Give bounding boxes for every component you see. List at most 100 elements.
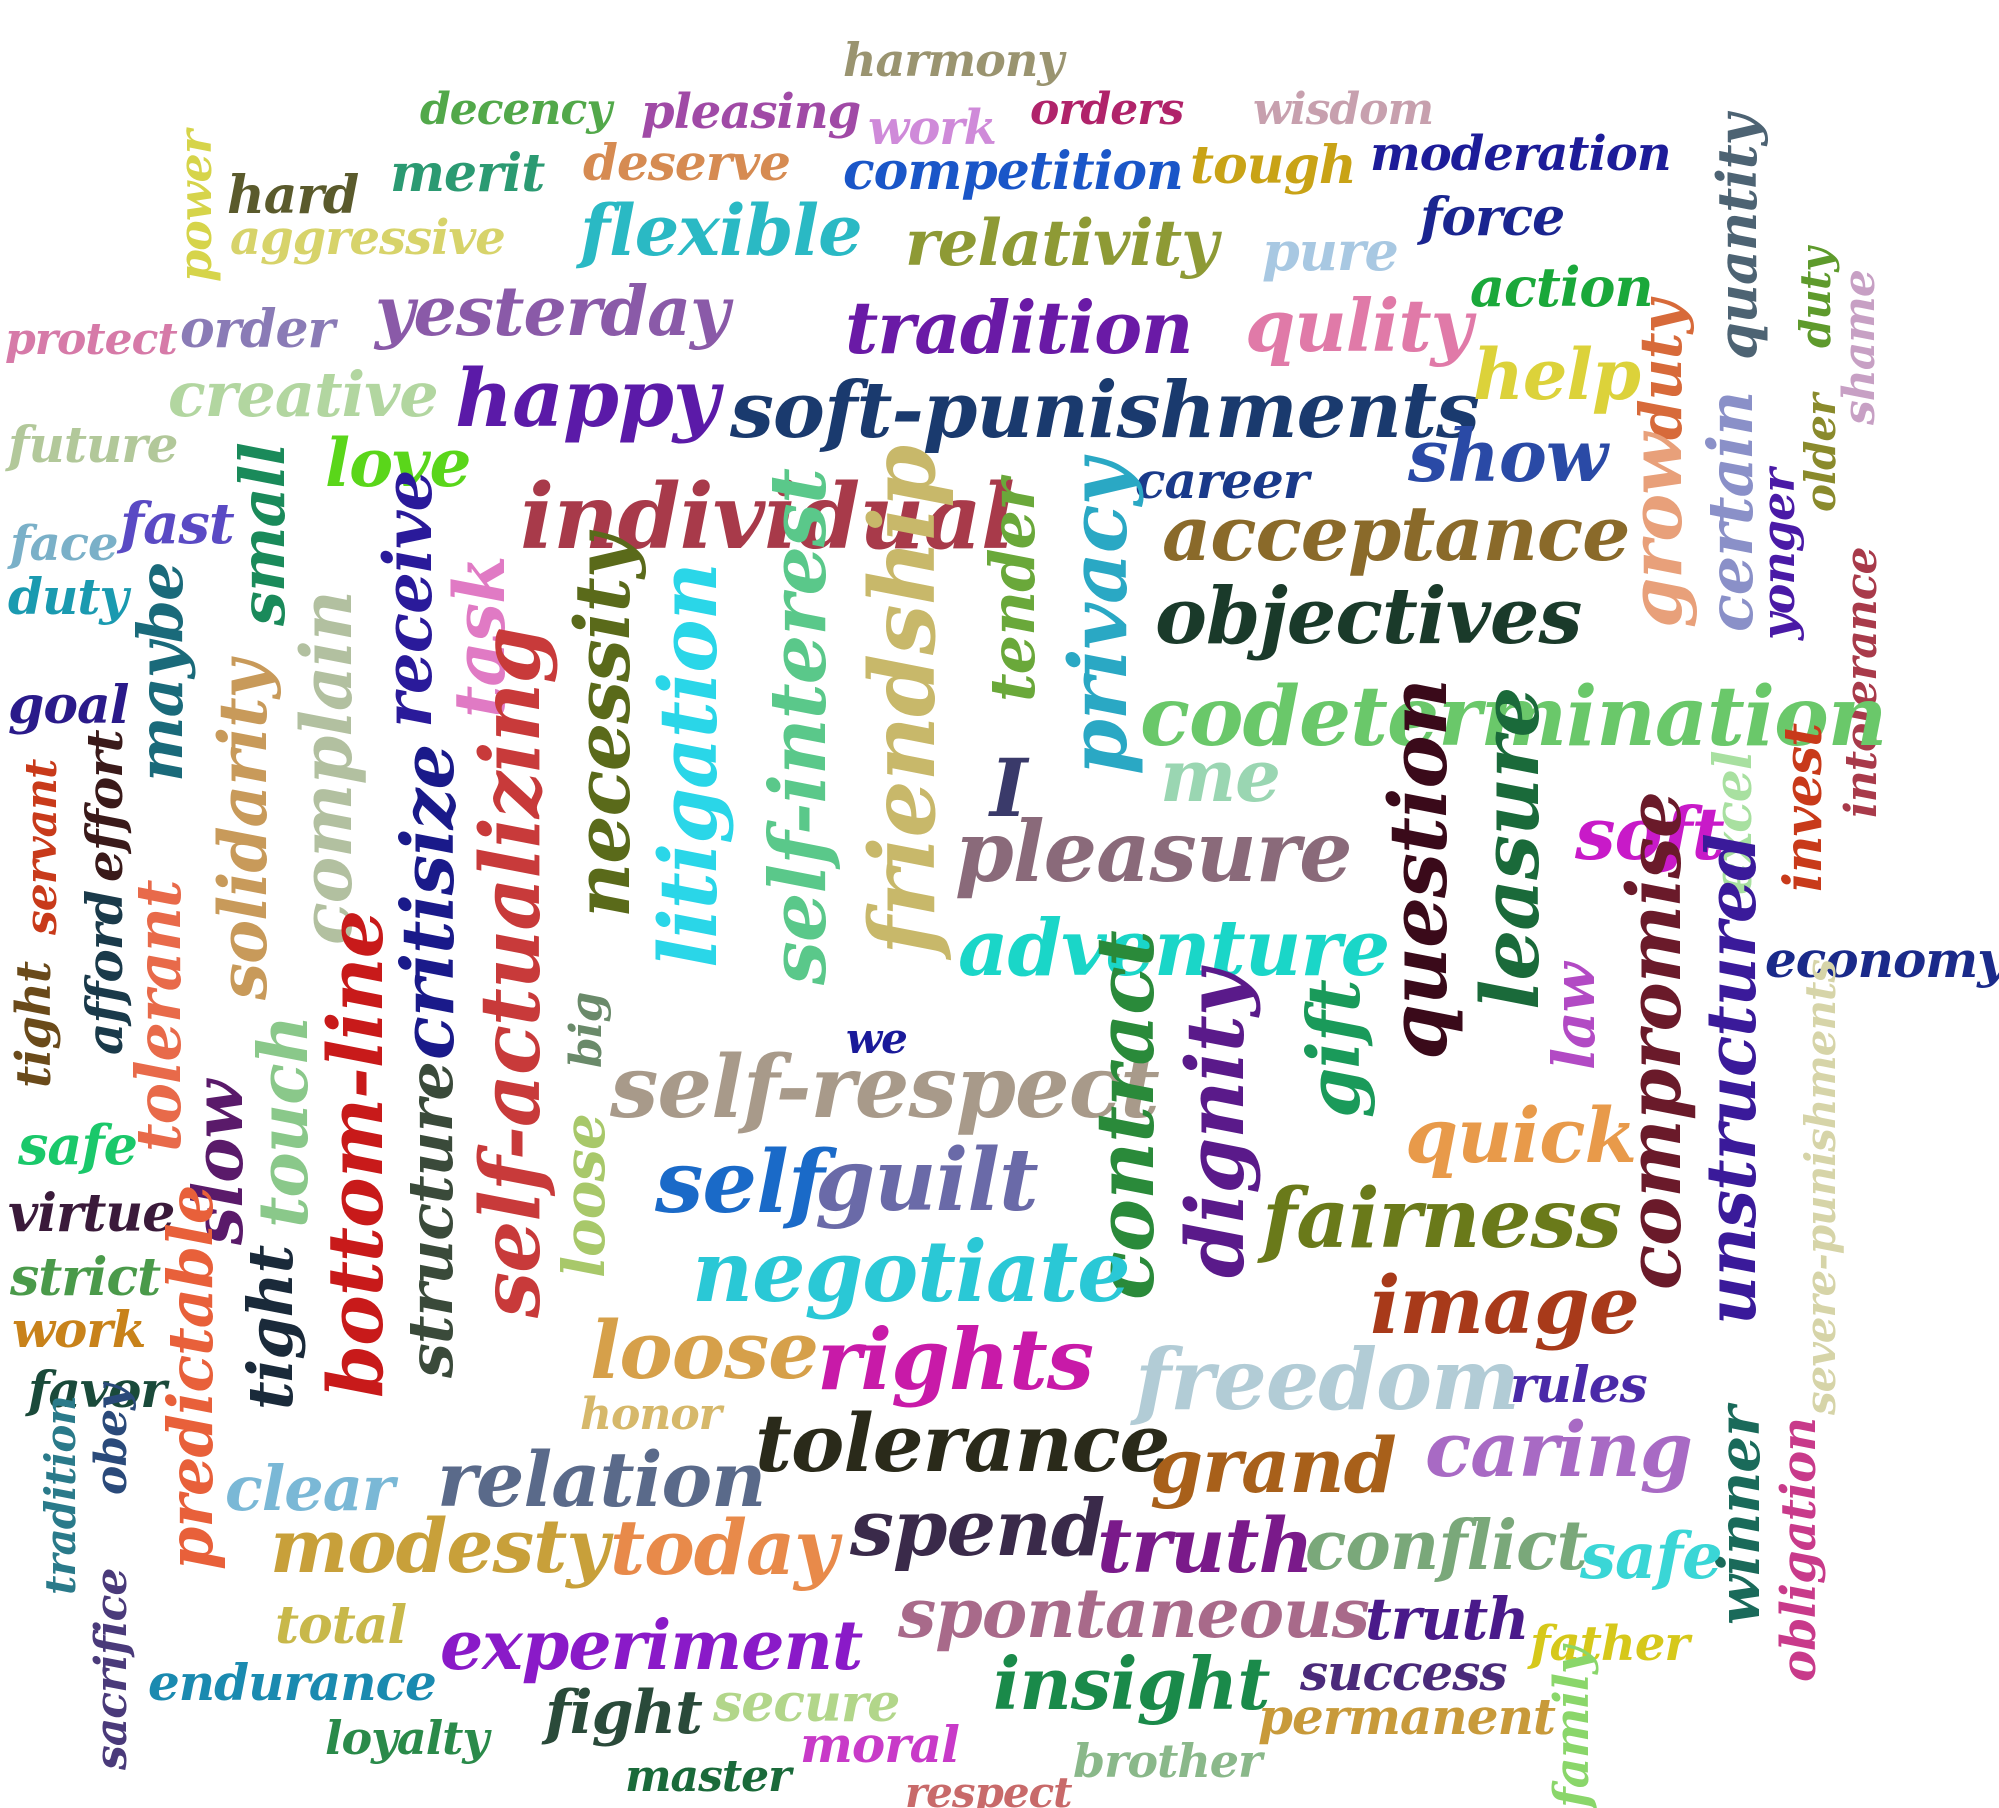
- word-law: law: [1540, 963, 1608, 1070]
- word-complain: complain: [285, 591, 368, 945]
- word-loose: loose: [590, 1303, 819, 1397]
- word-protect: protect: [5, 314, 178, 365]
- word-endurance: endurance: [148, 1653, 437, 1712]
- word-today: today: [610, 1503, 838, 1592]
- word-success: success: [1300, 1643, 1508, 1702]
- word-force: force: [1420, 187, 1565, 248]
- word-question: question: [1371, 679, 1465, 1060]
- word-help: help: [1473, 333, 1641, 416]
- word-caring: caring: [1425, 1405, 1693, 1494]
- word-deserve: deserve: [583, 133, 791, 192]
- word-adventure: adventure: [958, 903, 1390, 994]
- word-permanent: permanent: [1258, 1687, 1556, 1746]
- word-self-interest: self-interest: [753, 469, 844, 985]
- word-truth-big: truth: [1097, 1501, 1314, 1590]
- word-tradition-left: tradition: [36, 1396, 85, 1595]
- word-family: family: [1544, 1647, 1600, 1808]
- word-insight: insight: [993, 1641, 1271, 1726]
- word-i: I: [990, 741, 1027, 835]
- word-future: future: [8, 415, 178, 474]
- word-loose-vertical: loose: [550, 1114, 618, 1278]
- word-decency: decency: [420, 84, 612, 135]
- word-qulity: qulity: [1245, 283, 1472, 368]
- word-career: career: [1135, 451, 1309, 510]
- word-rights: rights: [817, 1310, 1094, 1409]
- word-tender: tender: [976, 479, 1049, 702]
- word-tough: tough: [1190, 135, 1357, 196]
- word-quick: quick: [1405, 1091, 1637, 1180]
- word-pleasure: pleasure: [955, 802, 1353, 901]
- word-action: action: [1470, 255, 1654, 319]
- word-bottom-line: bottom-line: [311, 910, 400, 1398]
- word-fairness: fairness: [1262, 1171, 1622, 1267]
- word-friendship: friendship: [850, 445, 956, 955]
- word-relation: relation: [437, 1435, 766, 1524]
- word-me: me: [1160, 733, 1281, 818]
- word-safe-left: safe: [18, 1113, 138, 1177]
- word-relativity: relativity: [905, 206, 1218, 281]
- word-moral: moral: [800, 1715, 960, 1774]
- word-predictable: predictable: [154, 1185, 227, 1570]
- word-father: father: [1530, 1616, 1690, 1672]
- word-grand: grand: [1150, 1421, 1397, 1510]
- word-master: master: [625, 1751, 791, 1802]
- word-litigation: litigation: [641, 563, 735, 968]
- word-codetermination: codetermination: [1140, 669, 1887, 765]
- word-merit: merit: [390, 143, 545, 204]
- word-we: we: [846, 1014, 908, 1063]
- word-pure: pure: [1262, 219, 1399, 283]
- word-negotiate: negotiate: [692, 1222, 1131, 1321]
- word-compromise: compromise: [1612, 792, 1698, 1290]
- word-goal: goal: [8, 675, 129, 736]
- word-economy: economy: [1765, 930, 1999, 989]
- word-duty-left: duty: [8, 567, 128, 626]
- word-grow: grow: [1613, 433, 1698, 628]
- word-solidarity: solidarity: [204, 661, 282, 1000]
- word-obey: obey: [86, 1385, 137, 1495]
- word-acceptance: acceptance: [1162, 489, 1631, 578]
- word-wisdom: wisdom: [1253, 84, 1434, 135]
- word-show: show: [1408, 413, 1608, 498]
- word-tradition-top: tradition: [845, 285, 1194, 370]
- word-respect: respect: [905, 1768, 1073, 1808]
- word-individual: individual: [520, 464, 1015, 570]
- word-leasure: leasure: [1463, 687, 1557, 1010]
- word-work-left: work: [12, 1300, 146, 1359]
- word-fight: fight: [545, 1678, 703, 1748]
- word-creative: creative: [168, 358, 439, 431]
- word-modesty: modesty: [270, 1504, 609, 1590]
- word-pleasing: pleasing: [641, 84, 861, 140]
- word-critisize: critisize: [385, 744, 470, 1060]
- word-duty-right: duty: [1791, 248, 1840, 348]
- word-touch: touch: [244, 1015, 324, 1228]
- word-self-respect: self-respect: [610, 1037, 1160, 1138]
- word-aggressive: aggressive: [230, 210, 506, 266]
- word-privacy: privacy: [1051, 460, 1145, 775]
- word-soft: soft: [1575, 791, 1725, 876]
- word-maybe: maybe: [124, 562, 197, 782]
- word-quantity: quantity: [1705, 114, 1769, 360]
- word-power: power: [168, 131, 222, 282]
- word-necessity: necessity: [558, 535, 647, 918]
- word-happy: happy: [455, 351, 719, 445]
- word-rules: rules: [1510, 1355, 1648, 1414]
- word-love: love: [325, 424, 471, 502]
- word-objectives: objectives: [1155, 571, 1582, 662]
- word-unstructured: unstructured: [1692, 834, 1772, 1325]
- word-gift: gift: [1291, 980, 1376, 1118]
- word-order: order: [180, 299, 335, 360]
- word-strict: strict: [10, 1247, 161, 1308]
- word-fast: fast: [120, 491, 235, 557]
- word-clear: clear: [225, 1452, 395, 1525]
- word-orders: orders: [1030, 84, 1184, 135]
- word-freedom: freedom: [1135, 1330, 1520, 1429]
- word-effort: effort: [75, 730, 134, 882]
- word-image: image: [1370, 1258, 1640, 1352]
- word-moderation: moderation: [1370, 126, 1672, 182]
- word-safe-right: safe: [1580, 1519, 1723, 1594]
- word-guilt: guilt: [815, 1130, 1039, 1231]
- word-harmony: harmony: [843, 33, 1064, 87]
- word-yesterday: yesterday: [375, 272, 730, 352]
- word-self-actualizing: self-actualizing: [463, 627, 559, 1318]
